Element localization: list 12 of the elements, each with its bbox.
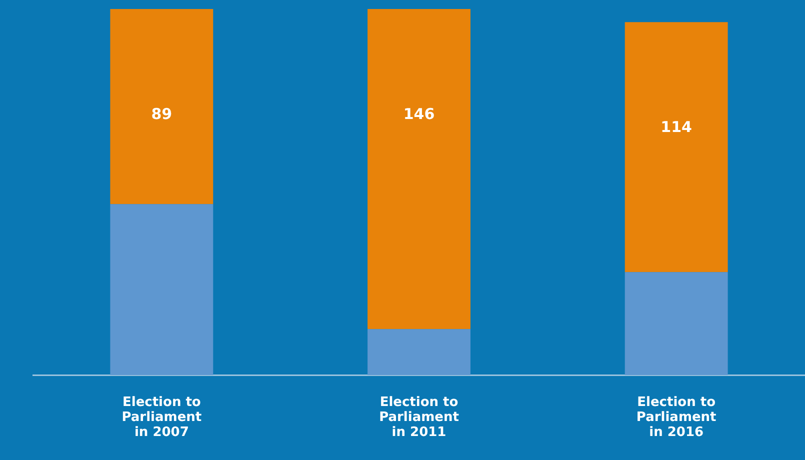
data-label: 146 [403,104,435,123]
x-tick-label: Election to Parliament in 2016 [636,395,716,440]
x-tick-label: Election to Parliament in 2011 [379,395,459,440]
bar [110,204,214,376]
data-label: 89 [151,104,172,123]
bar [368,9,470,330]
bar [368,329,470,376]
bar [624,22,728,272]
bar [110,9,214,204]
bar [624,272,728,376]
x-tick-label: Election to Parliament in 2007 [122,395,202,440]
data-label: 114 [660,118,692,136]
